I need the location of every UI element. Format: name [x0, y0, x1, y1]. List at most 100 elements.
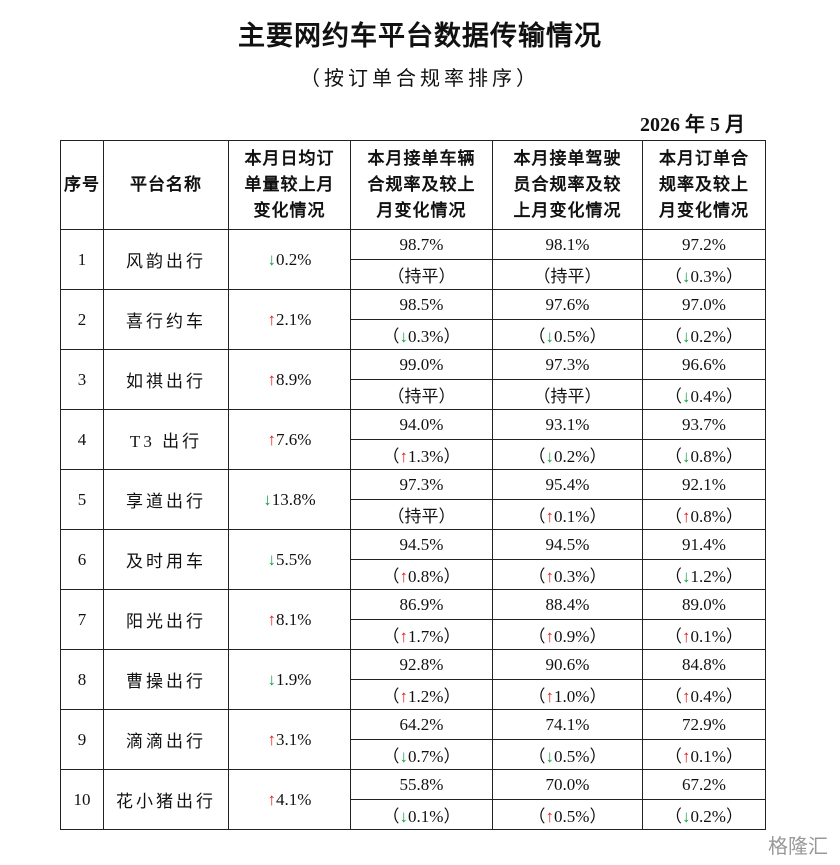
- platform-name: 花小猪出行: [103, 769, 229, 830]
- platform-name: T3 出行: [103, 409, 229, 470]
- cell: 97.0%: [642, 289, 766, 320]
- platform-name: 及时用车: [103, 529, 229, 590]
- change-cell: （↑1.3%）: [350, 439, 493, 470]
- cell: ↓0.2%: [228, 229, 351, 290]
- cell: 92.1%: [642, 469, 766, 500]
- change-cell: （↓1.2%）: [642, 559, 766, 590]
- cell: 98.5%: [350, 289, 493, 320]
- cell: 74.1%: [492, 709, 643, 740]
- row: 4 T3 出行 ↑7.6% 94.0% 93.1% 93.7%: [60, 409, 766, 470]
- cell: 7: [60, 589, 104, 650]
- cell: 5: [60, 469, 104, 530]
- change-cell: （↓0.8%）: [642, 439, 766, 470]
- row: （↓0.3%） （↓0.5%） （↓0.2%）: [61, 319, 766, 350]
- row: 3 如祺出行 ↑8.9% 99.0% 97.3% 96.6%: [60, 349, 766, 410]
- header-line: 本月接单车辆: [367, 149, 476, 168]
- platform-name: 喜行约车: [103, 289, 229, 350]
- cell: 89.0%: [642, 589, 766, 620]
- header-line: 月变化情况: [659, 201, 749, 220]
- cell: 97.2%: [642, 229, 766, 260]
- cell: 84.8%: [642, 649, 766, 680]
- cell: 96.6%: [642, 349, 766, 380]
- change-cell: （↓0.2%）: [492, 439, 643, 470]
- cell: 98.1%: [492, 229, 643, 260]
- cell: 67.2%: [642, 769, 766, 800]
- change-cell: （↑0.8%）: [350, 559, 493, 590]
- row: 8 曹操出行 ↓1.9% 92.8% 90.6% 84.8%: [60, 649, 766, 710]
- cell: 70.0%: [492, 769, 643, 800]
- header-line: 规率及较上: [659, 175, 749, 194]
- row: 7 阳光出行 ↑8.1% 86.9% 88.4% 89.0%: [60, 589, 766, 650]
- cell: ↑4.1%: [228, 769, 351, 830]
- cell: 10: [60, 769, 104, 830]
- header-line: 变化情况: [253, 201, 326, 220]
- cell: ↑2.1%: [228, 289, 351, 350]
- change-cell: （↑0.5%）: [492, 799, 643, 830]
- column-header: 本月订单合 规率及较上 月变化情况: [642, 140, 766, 230]
- change-cell: （持平）: [350, 259, 493, 290]
- cell: 64.2%: [350, 709, 493, 740]
- header-line: 平台名称: [130, 175, 202, 194]
- cell: 92.8%: [350, 649, 493, 680]
- change-cell: （持平）: [492, 259, 643, 290]
- cell: 1: [60, 229, 104, 290]
- change-cell: （↑0.8%）: [642, 499, 766, 530]
- row: 10 花小猪出行 ↑4.1% 55.8% 70.0% 67.2%: [60, 769, 766, 830]
- cell: 2: [60, 289, 104, 350]
- header-line: 员合规率及较: [513, 175, 622, 194]
- row: 6 及时用车 ↓5.5% 94.5% 94.5% 91.4%: [60, 529, 766, 590]
- change-cell: （↑1.0%）: [492, 679, 643, 710]
- cell: ↓5.5%: [228, 529, 351, 590]
- row: （↑0.8%） （↑0.3%） （↓1.2%）: [61, 559, 766, 590]
- data-table: 序号 平台名称 本月日均订 单量较上月 变化情况 本月接单车辆 合规率及较上 月变化情况 本月接…: [60, 140, 766, 830]
- header-line: 序号: [64, 175, 100, 194]
- cell: 90.6%: [492, 649, 643, 680]
- cell: 97.3%: [492, 349, 643, 380]
- cell: 9: [60, 709, 104, 770]
- header-line: 本月接单驾驶: [513, 149, 622, 168]
- cell: 88.4%: [492, 589, 643, 620]
- row: 9 滴滴出行 ↑3.1% 64.2% 74.1% 72.9%: [60, 709, 766, 770]
- change-cell: （↑0.9%）: [492, 619, 643, 650]
- cell: ↓1.9%: [228, 649, 351, 710]
- change-cell: （↑1.2%）: [350, 679, 493, 710]
- row: 2 喜行约车 ↑2.1% 98.5% 97.6% 97.0%: [60, 289, 766, 350]
- change-cell: （持平）: [350, 499, 493, 530]
- row: （↑1.7%） （↑0.9%） （↑0.1%）: [61, 619, 766, 650]
- platform-name: 滴滴出行: [103, 709, 229, 770]
- row: （持平） （↑0.1%） （↑0.8%）: [61, 499, 766, 530]
- cell: 99.0%: [350, 349, 493, 380]
- cell: 94.5%: [492, 529, 643, 560]
- cell: 98.7%: [350, 229, 493, 260]
- change-cell: （↓0.3%）: [642, 259, 766, 290]
- cell: ↑8.1%: [228, 589, 351, 650]
- platform-name: 风韵出行: [103, 229, 229, 290]
- cell: 6: [60, 529, 104, 590]
- change-cell: （↑1.7%）: [350, 619, 493, 650]
- watermark: 格隆汇: [768, 834, 828, 858]
- cell: ↓13.8%: [228, 469, 351, 530]
- change-cell: （↑0.4%）: [642, 679, 766, 710]
- cell: 93.1%: [492, 409, 643, 440]
- date: 2026 年 5 月: [640, 114, 745, 136]
- cell: 97.6%: [492, 289, 643, 320]
- column-header: 平台名称: [103, 140, 229, 230]
- change-cell: （↓0.5%）: [492, 319, 643, 350]
- cell: 8: [60, 649, 104, 710]
- column-header: 本月接单车辆 合规率及较上 月变化情况: [350, 140, 493, 230]
- cell: 93.7%: [642, 409, 766, 440]
- header-line: 月变化情况: [376, 201, 467, 220]
- change-cell: （↑0.1%）: [642, 619, 766, 650]
- subtitle: （按订单合规率排序）: [300, 68, 540, 90]
- row: 5 享道出行 ↓13.8% 97.3% 95.4% 92.1%: [60, 469, 766, 530]
- header-line: 单量较上月: [244, 175, 335, 194]
- column-header: 本月接单驾驶 员合规率及较 上月变化情况: [492, 140, 643, 230]
- column-header: 序号: [60, 140, 104, 230]
- cell: ↑8.9%: [228, 349, 351, 410]
- change-cell: （持平）: [350, 379, 493, 410]
- change-cell: （↑0.1%）: [492, 499, 643, 530]
- header-line: 合规率及较上: [367, 175, 476, 194]
- cell: 4: [60, 409, 104, 470]
- platform-name: 曹操出行: [103, 649, 229, 710]
